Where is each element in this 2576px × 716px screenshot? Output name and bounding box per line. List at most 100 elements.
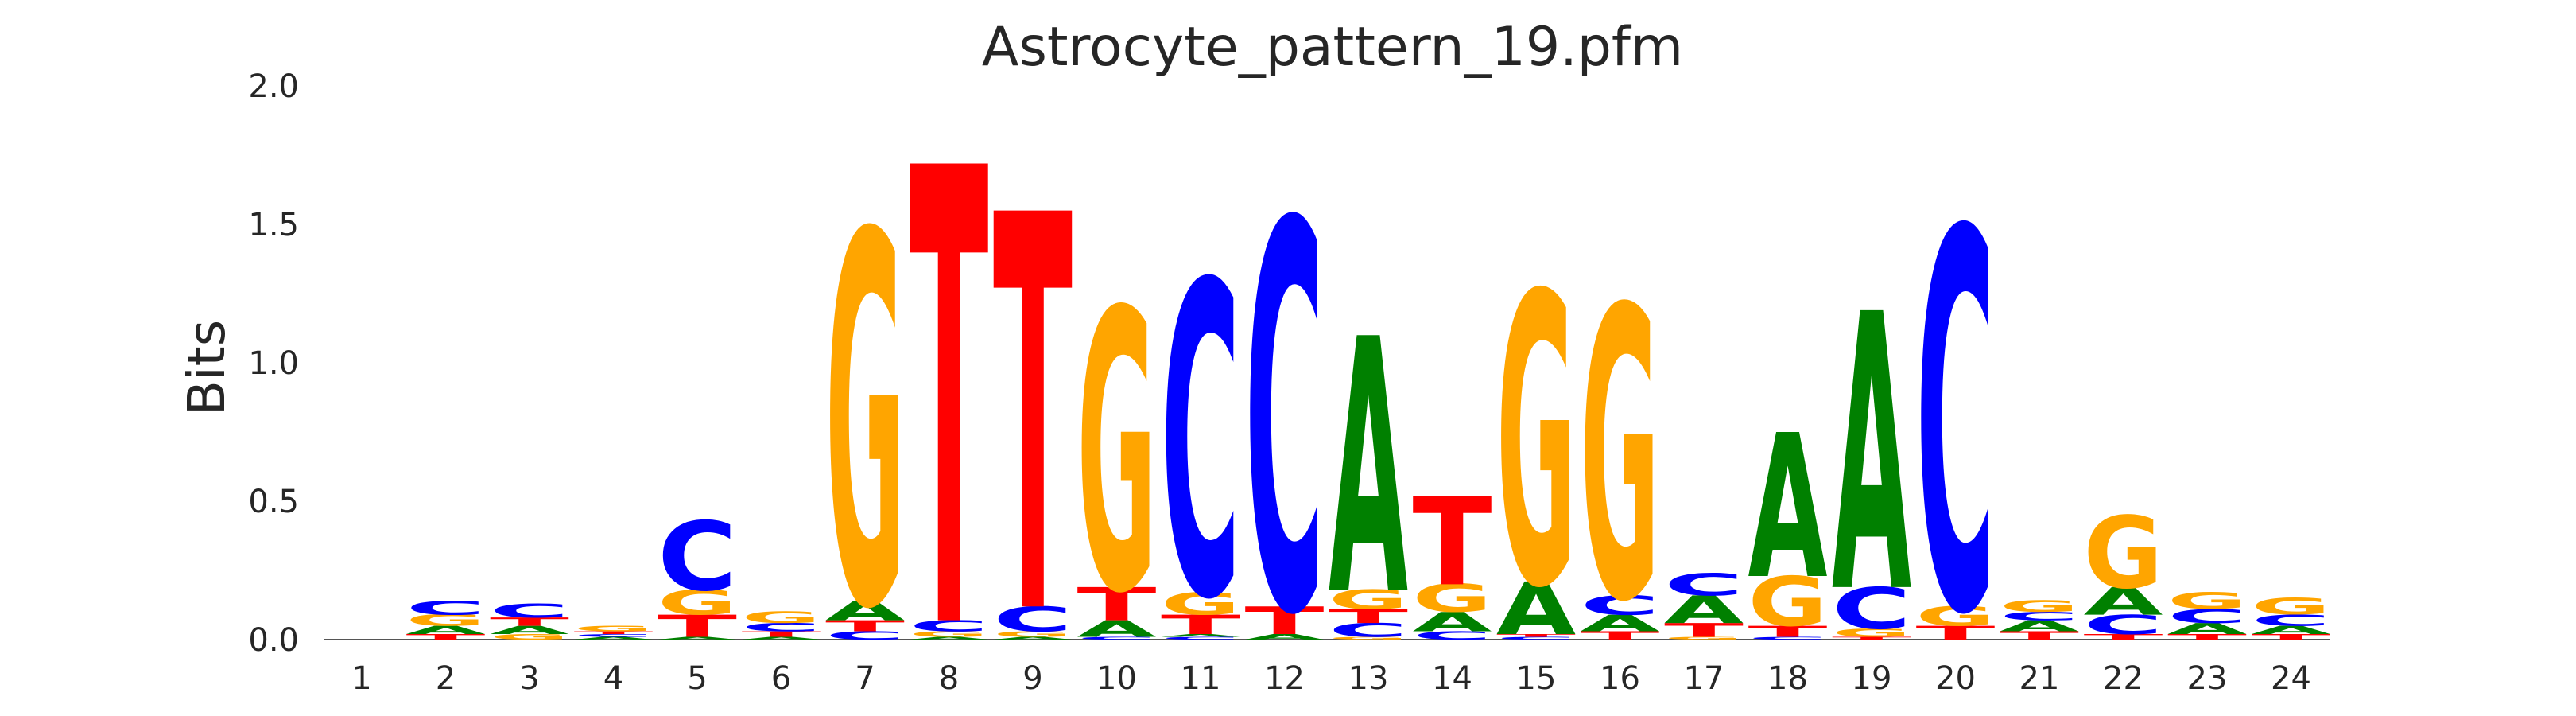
logo-letter-t: T — [2084, 632, 2163, 641]
y-tick-label: 0.5 — [248, 484, 299, 520]
x-tick-label: 7 — [855, 660, 875, 697]
logo-letter-a: A — [2000, 617, 2080, 635]
logo-letter-a: A — [658, 636, 737, 641]
logo-letter-a: A — [2167, 620, 2248, 637]
logo-letter-c: C — [2084, 609, 2163, 640]
logo-letter-c: C — [1832, 576, 1911, 643]
x-tick-label: 4 — [603, 660, 623, 697]
logo-letter-a: A — [825, 596, 905, 627]
logo-letter-c: C — [825, 629, 905, 643]
logo-letter-g: G — [2167, 588, 2247, 614]
logo-letter-a: A — [1077, 616, 1157, 642]
logo-letter-t: T — [490, 615, 569, 628]
logo-letter-g: G — [1413, 577, 1492, 621]
x-tick-label: 9 — [1022, 660, 1042, 697]
y-axis-label: Bits — [178, 320, 237, 415]
logo-letter-g: G — [1916, 601, 1996, 632]
logo-letter-g: G — [993, 630, 1073, 639]
logo-letter-a: A — [910, 636, 989, 641]
x-tick-label: 5 — [687, 660, 707, 697]
logo-letter-a: A — [2252, 624, 2331, 637]
logo-letter-g: G — [2252, 593, 2331, 620]
logo-letter-c: C — [658, 502, 737, 613]
logo-letter-g: G — [1329, 585, 1408, 616]
y-tick-label: 1.0 — [248, 345, 299, 382]
logo-letter-g: G — [1161, 587, 1240, 622]
x-tick-label: 18 — [1767, 660, 1808, 697]
logo-letter-g: G — [1496, 212, 1576, 676]
logo-letter-t: T — [825, 617, 905, 635]
x-tick-label: 11 — [1181, 660, 1221, 697]
logo-letter-c: C — [1748, 636, 1828, 641]
logo-letter-c: C — [1161, 194, 1240, 694]
x-tick-label: 24 — [2271, 660, 2311, 697]
logo-letter-c: C — [574, 633, 654, 638]
logo-letter-a: A — [1245, 632, 1325, 641]
logo-letter-a: A — [1329, 267, 1409, 673]
x-tick-label: 10 — [1096, 660, 1137, 697]
x-tick-label: 19 — [1852, 660, 1892, 697]
logo-letter-g: G — [742, 609, 821, 626]
chart-title: Astrocyte_pattern_19.pfm — [982, 16, 1683, 79]
logo-letter-c: C — [1245, 112, 1325, 716]
logo-letter-g: G — [2000, 597, 2079, 615]
logo-letter-t: T — [658, 609, 737, 644]
logo-letter-a: A — [2084, 580, 2163, 624]
logo-letter-g: G — [1077, 232, 1157, 678]
logo-letter-c: C — [1077, 636, 1157, 641]
logo-letter-a: A — [406, 624, 486, 637]
logo-letter-a: A — [1832, 235, 1912, 678]
x-tick-label: 12 — [1264, 660, 1305, 697]
logo-letter-c: C — [1496, 636, 1576, 641]
x-tick-label: 23 — [2187, 660, 2228, 697]
logo-letter-t: T — [1077, 578, 1156, 631]
y-tick-label: 1.5 — [248, 207, 299, 243]
logo-letter-a: A — [1664, 588, 1744, 632]
logo-letter-t: T — [573, 631, 653, 636]
logo-letter-t: T — [909, 38, 989, 716]
logo-letter-a: A — [490, 624, 569, 637]
logo-letter-g: G — [2084, 496, 2163, 610]
x-tick-label: 14 — [1432, 660, 1472, 697]
x-tick-label: 13 — [1348, 660, 1389, 697]
logo-letter-c: C — [1161, 636, 1240, 641]
logo-letter-c: C — [2000, 609, 2079, 623]
logo-letter-t: T — [1161, 609, 1240, 640]
logo-letter-t: T — [2000, 629, 2079, 643]
logo-letter-t: T — [993, 103, 1073, 716]
y-tick-label: 0.0 — [248, 622, 299, 659]
y-tick-labels: 0.0 0.5 1.0 1.5 2.0 — [248, 68, 299, 659]
logo-letter-a: A — [993, 636, 1073, 641]
logo-letter-t: T — [1664, 619, 1744, 641]
x-tick-label: 8 — [939, 660, 959, 697]
logo-letter-t: T — [742, 630, 821, 639]
logo-letter-c: C — [1581, 590, 1660, 621]
x-tick-label: 6 — [771, 660, 791, 697]
logo-letter-g: G — [1664, 636, 1744, 641]
logo-letter-t: T — [1244, 599, 1324, 644]
logo-letter-g: G — [490, 632, 569, 641]
logo-letter-a: A — [1413, 607, 1492, 638]
logo-letter-g: G — [1581, 226, 1660, 691]
logo-letter-t: T — [2167, 632, 2247, 641]
x-tick-label: 17 — [1684, 660, 1724, 697]
logo-letter-g: G — [658, 583, 737, 623]
logo-letter-g: G — [406, 612, 486, 629]
logo-letter-a: A — [1161, 633, 1240, 638]
logo-letter-g: G — [574, 625, 654, 633]
logo-letter-c: C — [742, 621, 821, 634]
x-tick-label: 3 — [519, 660, 539, 697]
logo-letter-g: G — [1748, 562, 1828, 642]
logo-letter-t: T — [1748, 623, 1827, 640]
logo-letter-g: G — [910, 630, 989, 639]
logo-letter-c: C — [490, 600, 569, 622]
x-tick-label: 1 — [351, 660, 371, 697]
logo-letter-c: C — [2252, 612, 2331, 629]
logo-letter-t: T — [2252, 632, 2331, 641]
logo-letter-a: A — [1496, 567, 1576, 652]
logo-letter-t: T — [1832, 636, 1911, 641]
logo-letter-c: C — [2167, 605, 2247, 628]
logo-letter-g: G — [1832, 626, 1911, 640]
